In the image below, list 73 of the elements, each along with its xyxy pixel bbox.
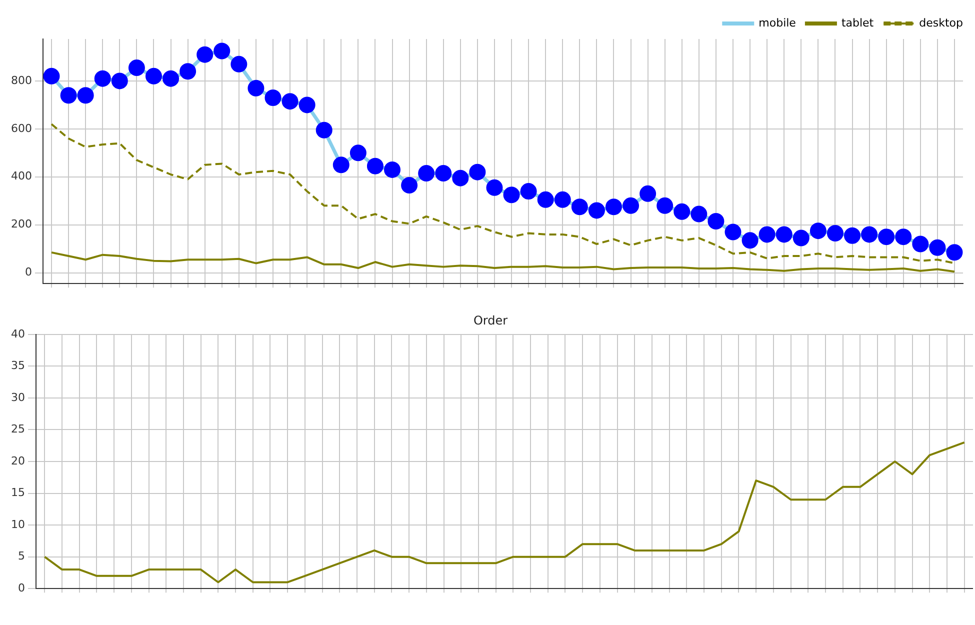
y-tick-label: 30	[10, 390, 25, 404]
point	[792, 230, 810, 246]
y-tick-label: 800	[10, 74, 32, 87]
point	[708, 213, 724, 230]
point	[43, 68, 60, 84]
point	[230, 56, 248, 72]
point	[418, 165, 435, 182]
point	[622, 197, 640, 214]
y-tick-label: 600	[10, 122, 32, 135]
point	[605, 198, 622, 216]
point	[861, 226, 878, 243]
point	[946, 244, 963, 261]
point	[520, 183, 537, 200]
point	[878, 228, 895, 246]
y-tick-label: 10	[10, 518, 25, 531]
point	[640, 185, 656, 202]
point	[214, 42, 230, 60]
point	[742, 232, 758, 249]
y-tick-label: 0	[18, 581, 25, 594]
point	[162, 70, 180, 87]
y-tick-label: 20	[10, 454, 25, 468]
point	[350, 144, 366, 162]
y-tick-label: 15	[10, 486, 25, 500]
point	[912, 236, 929, 252]
point	[758, 226, 776, 243]
point	[264, 90, 282, 106]
y-tick-label: 400	[10, 170, 32, 183]
point	[196, 46, 214, 63]
point	[435, 165, 452, 182]
point	[810, 222, 826, 240]
legend-label: tablet	[841, 16, 874, 30]
point	[503, 186, 520, 204]
point	[844, 227, 861, 244]
point	[401, 177, 418, 194]
point	[128, 60, 145, 76]
y-tick-label: 40	[10, 327, 25, 340]
point	[656, 197, 674, 214]
point	[180, 63, 196, 80]
y-tick-label: 0	[24, 266, 32, 279]
y-tick-label: 35	[10, 359, 25, 372]
point	[690, 206, 708, 222]
point	[452, 170, 469, 186]
point	[248, 80, 264, 96]
point	[316, 122, 332, 138]
point	[895, 228, 912, 246]
point	[298, 96, 316, 114]
point	[826, 224, 844, 242]
y-tick-label: 200	[10, 218, 32, 231]
chart-title: Order	[473, 313, 508, 328]
point	[674, 203, 690, 220]
point	[929, 239, 946, 256]
y-tick-label: 5	[18, 550, 25, 563]
point	[554, 191, 571, 208]
point	[332, 156, 350, 174]
legend-label: mobile	[758, 16, 796, 30]
point	[384, 161, 401, 178]
legend-label: desktop	[919, 16, 964, 30]
point	[537, 191, 554, 208]
point	[571, 198, 588, 216]
point	[486, 179, 503, 196]
point	[111, 72, 128, 90]
point	[469, 164, 486, 180]
point	[282, 93, 298, 110]
point	[77, 87, 94, 104]
point	[94, 70, 111, 87]
y-tick-label: 25	[10, 422, 25, 436]
line-series	[50, 123, 956, 264]
point	[776, 226, 792, 243]
point	[588, 202, 605, 219]
point	[366, 158, 384, 174]
point	[724, 224, 742, 240]
point	[145, 68, 162, 84]
point	[60, 87, 77, 104]
